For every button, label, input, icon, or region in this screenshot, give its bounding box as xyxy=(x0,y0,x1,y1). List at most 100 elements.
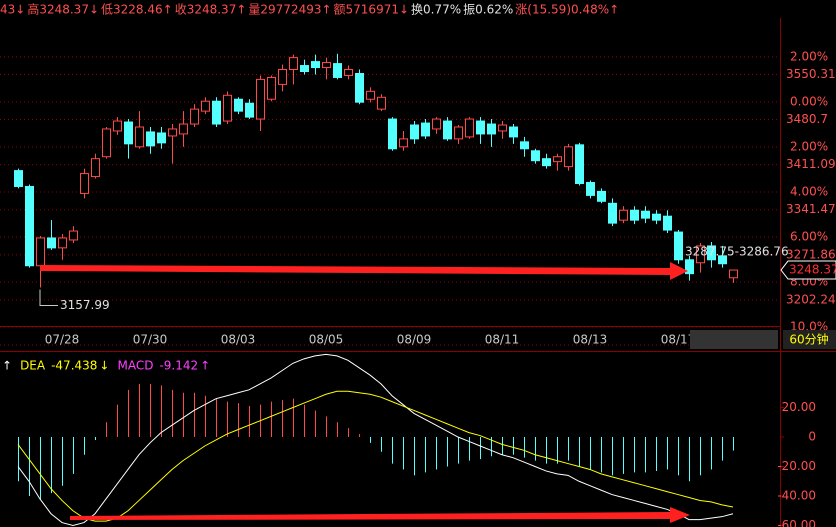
candle-body xyxy=(707,245,716,261)
candle-body xyxy=(333,63,342,78)
y2-tick-label: 4.00% xyxy=(790,184,828,198)
y-tick-label: 3411.09 xyxy=(786,157,836,171)
candle-body xyxy=(80,173,89,194)
header-item: 量29772493↑ xyxy=(248,3,331,17)
candle-body xyxy=(289,57,298,70)
legend-name: DEA xyxy=(20,359,46,373)
legend-value: -47.438 xyxy=(51,359,97,373)
candle-body xyxy=(608,202,617,224)
candle-body xyxy=(344,68,353,76)
candle-body xyxy=(685,259,694,275)
candle-body xyxy=(586,182,595,196)
header-item: 高3248.37↓ xyxy=(27,2,99,17)
candle-body xyxy=(267,76,276,100)
scrollbar xyxy=(690,330,778,349)
price-panel: 3550.31 3480.7 3411.09 3341.47 3271.86 3202.2… xyxy=(0,49,836,352)
candle-body xyxy=(223,94,232,122)
candle-body xyxy=(421,122,430,137)
legend-arrow: ↓ xyxy=(99,359,109,373)
y-tick-label: 20.00 xyxy=(782,400,816,414)
candle-body xyxy=(322,62,331,69)
y2-tick-label: 2.00% xyxy=(790,139,828,153)
candle-body xyxy=(487,123,496,135)
candle-body xyxy=(245,102,254,118)
candle-body xyxy=(520,141,529,150)
candle-body xyxy=(399,138,408,148)
low-pointer xyxy=(39,289,58,307)
y-tick-label: 3341.47 xyxy=(786,202,836,216)
candle-body xyxy=(663,215,672,231)
candle-body xyxy=(168,128,177,137)
candle-body xyxy=(564,146,573,168)
candle-body xyxy=(718,255,727,265)
price-tag-label: 3248.37 xyxy=(789,263,836,277)
x-tick-label: 07/28 xyxy=(45,333,80,347)
y2-tick-label: 10.0% xyxy=(790,319,828,333)
x-tick-label: 08/13 xyxy=(573,333,608,347)
price-tag xyxy=(780,260,836,280)
candle-body xyxy=(377,96,386,110)
candle-body xyxy=(311,61,320,69)
x-tick-label: 07/30 xyxy=(133,333,168,347)
candle-body xyxy=(201,100,210,112)
x-tick-label: 08/09 xyxy=(397,333,432,347)
legend-value: -9.142 xyxy=(159,359,198,373)
macd-line xyxy=(17,353,734,527)
range-label: 3287.75-3286.76 xyxy=(685,245,789,259)
y-tick-label: 3202.24 xyxy=(786,292,836,306)
macd-line xyxy=(17,390,734,522)
period-label: 60分钟 xyxy=(789,332,828,347)
candle-body xyxy=(641,210,650,219)
header-item: 换0.77% xyxy=(411,3,461,17)
candle-body xyxy=(366,90,375,100)
x-tick-label: 08/03 xyxy=(221,333,256,347)
candle-body xyxy=(190,108,199,125)
y2-tick-label: 6.00% xyxy=(790,229,828,243)
header-item: 额5716971↓ xyxy=(334,3,410,17)
candle-body xyxy=(476,120,485,135)
candle-body xyxy=(597,190,606,202)
candle-body xyxy=(124,121,133,145)
legend-name: MACD xyxy=(117,359,153,373)
candle-body xyxy=(179,123,188,135)
candle-body xyxy=(509,126,518,138)
macd-panel: 20.00 0 -20.00 -40.00 -60.00 ↑ DEA -47.438 ↓ MACD… xyxy=(2,353,816,527)
y2-tick-label: 2.00% xyxy=(790,49,828,63)
candle-body xyxy=(553,156,562,163)
y-tick-label: -40.00 xyxy=(777,489,816,503)
candle-body xyxy=(355,73,364,103)
candle-body xyxy=(91,158,100,178)
candle-body xyxy=(465,118,474,138)
candle-body xyxy=(575,144,584,184)
candle-body xyxy=(542,158,551,167)
candle-body xyxy=(47,237,56,249)
candle-body xyxy=(58,237,67,249)
candle-body xyxy=(146,131,155,147)
candle-body xyxy=(454,126,463,140)
candle-body xyxy=(410,124,419,140)
candle-body xyxy=(619,209,628,221)
candle-body xyxy=(729,269,738,279)
x-tick-label: 08/11 xyxy=(485,333,520,347)
low-label: 3157.99 xyxy=(60,298,110,312)
header-item: 涨(15.59)0.48%↑ xyxy=(515,2,619,17)
candle-body xyxy=(212,100,221,125)
header-item: 43↓ xyxy=(0,3,25,17)
header-item: 振0.62% xyxy=(463,3,513,17)
candle-body xyxy=(388,118,397,150)
candle-body xyxy=(696,245,705,264)
candle-body xyxy=(278,68,287,85)
y-tick-label: -60.00 xyxy=(777,518,816,527)
x-tick-label: 08/05 xyxy=(309,333,344,347)
candle-body xyxy=(652,213,661,221)
candle-body xyxy=(256,78,265,120)
trend-arrow xyxy=(40,262,688,280)
candle-body xyxy=(234,98,243,112)
candle-body xyxy=(25,185,34,267)
y-tick-label: 3550.31 xyxy=(786,67,836,81)
y2-tick-label: 0.00% xyxy=(790,94,828,108)
period-box xyxy=(783,330,836,349)
candle-body xyxy=(102,128,111,158)
candle-body xyxy=(69,230,78,241)
